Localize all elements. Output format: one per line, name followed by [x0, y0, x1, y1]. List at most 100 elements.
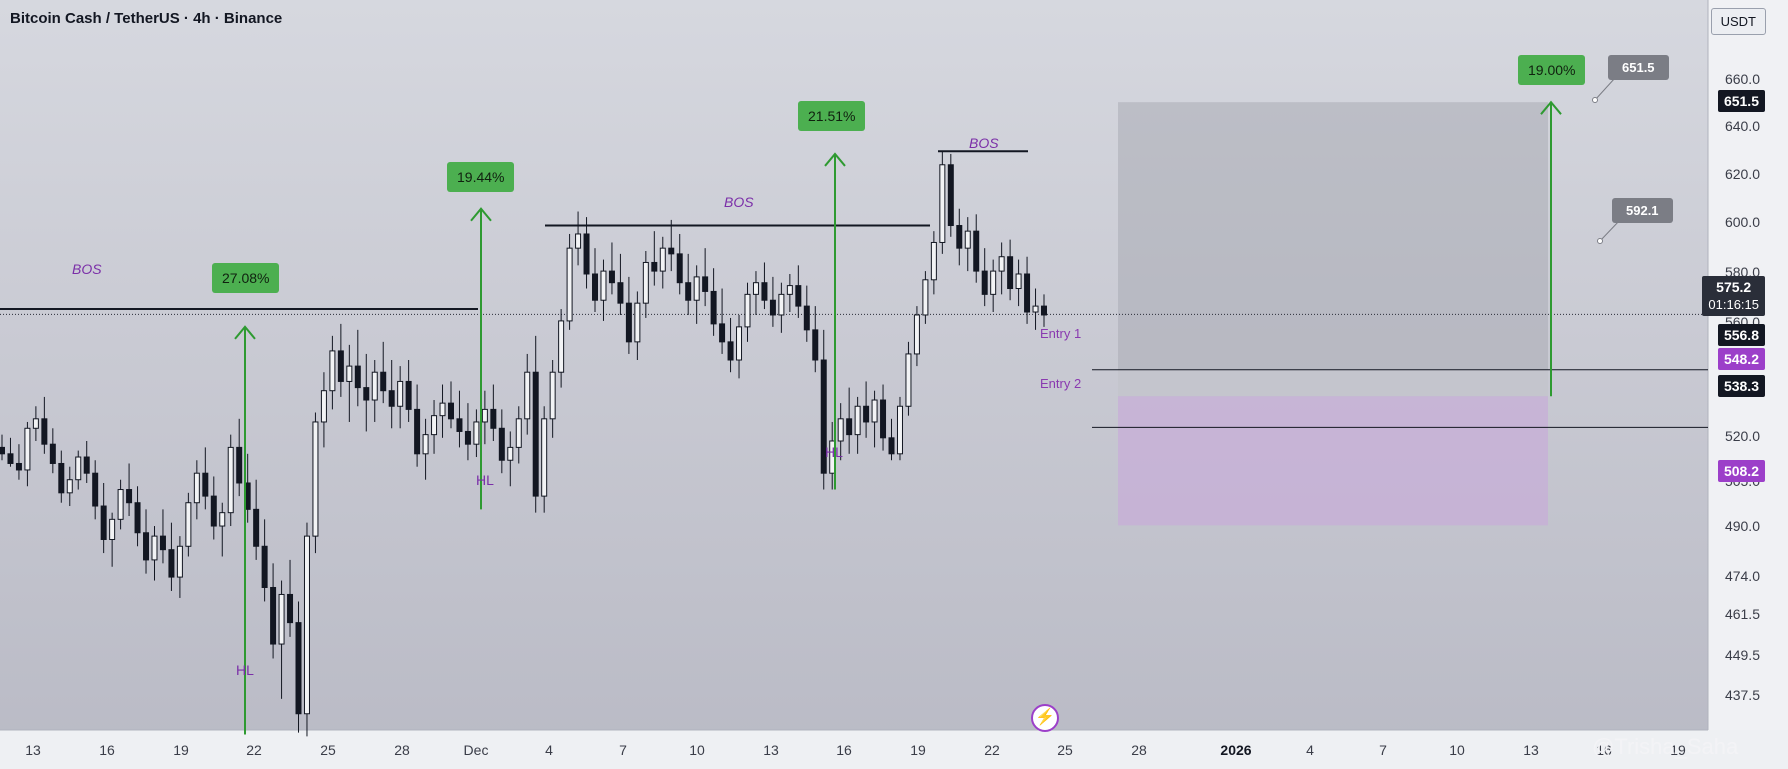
target-note[interactable]: 651.5: [1608, 55, 1669, 80]
candle-body: [473, 421, 480, 445]
candle-body: [566, 247, 573, 322]
candle-body: [524, 371, 531, 420]
candle-body: [668, 247, 675, 255]
candle-body: [812, 329, 819, 361]
date-tick: 25: [1057, 742, 1073, 758]
intermediate-note-anchor: [1597, 238, 1603, 244]
candle-body: [397, 380, 404, 407]
stop-price-tag: 508.2: [1717, 460, 1765, 482]
candle-body: [236, 446, 243, 484]
move-arrow-head: [824, 152, 846, 167]
candle-body: [1032, 305, 1039, 313]
candle-body: [15, 462, 22, 471]
candle-body: [278, 593, 285, 645]
chart-title: Bitcoin Cash / TetherUS · 4h · Binance: [10, 10, 283, 27]
candle-body: [947, 164, 954, 227]
candle-body: [337, 350, 344, 382]
candle-body: [820, 359, 827, 474]
candle-body: [219, 512, 226, 527]
candle-body: [371, 371, 378, 401]
candle-body: [803, 305, 810, 331]
candle-body: [134, 502, 141, 534]
lightning-icon[interactable]: ⚡: [1031, 704, 1059, 732]
candle-body: [346, 365, 353, 382]
candle-body: [7, 453, 14, 464]
author-watermark: @Trisha_Saha: [1592, 734, 1739, 759]
bos-label-3: BOS: [969, 135, 999, 151]
price-tick: 520.0: [1724, 428, 1760, 444]
candle-body: [75, 456, 82, 481]
date-tick: 13: [1523, 742, 1539, 758]
candle-body: [600, 270, 607, 301]
candle-body: [253, 508, 260, 547]
move-label-4[interactable]: 19.00%: [1518, 55, 1586, 85]
date-tick: 22: [246, 742, 262, 758]
date-tick: 13: [25, 742, 41, 758]
candle-body: [210, 495, 217, 527]
candle-body: [312, 421, 319, 537]
candle-body: [778, 293, 785, 316]
intermediate-note[interactable]: 592.1: [1612, 198, 1673, 223]
candle-body: [956, 225, 963, 249]
candle-body: [363, 387, 370, 401]
candle-body: [109, 518, 116, 540]
candle-body: [83, 456, 90, 474]
candle-body: [888, 437, 895, 455]
date-tick: 19: [173, 742, 189, 758]
price-tick: 461.5: [1724, 606, 1760, 622]
candle-body: [719, 323, 726, 343]
candle-body: [439, 402, 446, 417]
candle-body: [456, 418, 463, 432]
hl-label-3: HL: [825, 444, 843, 460]
move-label-1[interactable]: 27.08%: [212, 263, 280, 293]
candle-body: [659, 247, 666, 272]
candle-body: [592, 273, 599, 301]
candle-body: [143, 532, 150, 561]
target-zone: [1118, 102, 1548, 397]
candle-body: [261, 545, 268, 588]
candle-body: [752, 282, 759, 295]
date-tick: 22: [984, 742, 1000, 758]
candle-body: [786, 285, 793, 295]
candle-body: [0, 446, 5, 455]
candle-body: [176, 545, 183, 578]
candle-body: [871, 399, 878, 423]
hl-label-2: HL: [476, 472, 494, 488]
move-arrow-head: [470, 207, 492, 222]
candle-body: [58, 462, 65, 494]
candle-body: [736, 326, 743, 361]
date-tick: 4: [545, 742, 553, 758]
date-tick: 10: [689, 742, 705, 758]
date-tick: 4: [1306, 742, 1314, 758]
candle-body: [92, 472, 99, 507]
candle-body: [761, 282, 768, 301]
candle-body: [227, 446, 234, 514]
date-tick: 19: [1670, 742, 1686, 758]
candle-body: [880, 399, 887, 439]
candle-body: [388, 390, 395, 407]
price-tick: 660.0: [1724, 71, 1760, 87]
candle-body: [541, 418, 548, 497]
candle-body: [490, 408, 497, 429]
candle-body: [126, 489, 133, 504]
price-tick: 474.0: [1724, 568, 1760, 584]
price-tick: 449.5: [1724, 647, 1760, 663]
date-tick: Dec: [463, 742, 489, 758]
move-label-3[interactable]: 21.51%: [798, 101, 866, 131]
candle-body: [990, 270, 997, 295]
current-price-tag: 575.2 01:16:15: [1702, 276, 1765, 316]
target-price-tag: 651.5: [1717, 90, 1765, 112]
candle-body: [998, 256, 1005, 272]
candle-body: [964, 230, 971, 249]
candle-body: [380, 371, 387, 392]
candle-body: [24, 427, 31, 471]
bos-label-2: BOS: [724, 194, 754, 210]
price-tick: 600.0: [1724, 214, 1760, 230]
candle-body: [854, 405, 861, 436]
intermediate-note-pointer: [1599, 219, 1621, 242]
currency-label[interactable]: USDT: [1710, 8, 1766, 35]
move-label-2[interactable]: 19.44%: [447, 162, 515, 192]
candle-body: [583, 233, 590, 275]
